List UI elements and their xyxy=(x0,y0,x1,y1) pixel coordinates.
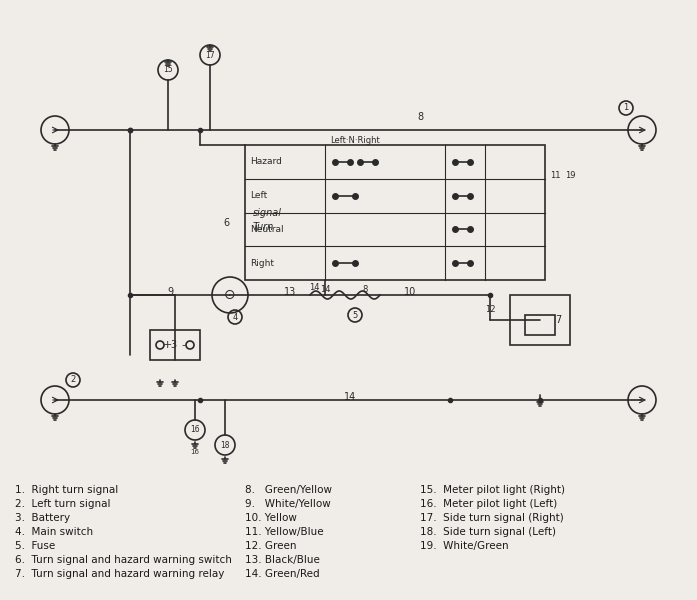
Text: 9: 9 xyxy=(167,287,173,297)
Text: 7.  Turn signal and hazard warning relay: 7. Turn signal and hazard warning relay xyxy=(15,569,224,579)
Text: Right: Right xyxy=(250,259,274,268)
Bar xyxy=(525,315,555,335)
Text: 15.  Meter pilot light (Right): 15. Meter pilot light (Right) xyxy=(420,485,565,495)
Text: 17: 17 xyxy=(205,50,215,59)
Bar xyxy=(150,330,200,360)
Text: 4.  Main switch: 4. Main switch xyxy=(15,527,93,537)
Text: 2.  Left turn signal: 2. Left turn signal xyxy=(15,499,111,509)
Bar xyxy=(245,145,545,280)
Text: 12: 12 xyxy=(484,305,496,314)
Text: Left·N·Right: Left·N·Right xyxy=(330,136,380,145)
Text: 8: 8 xyxy=(362,285,368,294)
Text: 11. Yellow/Blue: 11. Yellow/Blue xyxy=(245,527,323,537)
Text: 5: 5 xyxy=(353,311,358,319)
Text: 7: 7 xyxy=(555,315,561,325)
Text: ⊙: ⊙ xyxy=(224,288,236,302)
Text: Neutral: Neutral xyxy=(250,225,284,234)
Text: 15: 15 xyxy=(163,65,173,74)
Text: 14. Green/Red: 14. Green/Red xyxy=(245,569,320,579)
Text: Turn: Turn xyxy=(253,223,274,232)
Text: 11: 11 xyxy=(550,170,560,179)
Text: 6: 6 xyxy=(224,217,230,227)
Text: 16.  Meter pilot light (Left): 16. Meter pilot light (Left) xyxy=(420,499,557,509)
Text: 18: 18 xyxy=(220,440,230,449)
Text: 14: 14 xyxy=(309,283,320,292)
Text: signal: signal xyxy=(253,208,282,217)
Text: 9.   White/Yellow: 9. White/Yellow xyxy=(245,499,331,509)
Text: Hazard: Hazard xyxy=(250,157,282,166)
Text: 13. Black/Blue: 13. Black/Blue xyxy=(245,555,320,565)
Text: 1: 1 xyxy=(623,103,629,113)
Text: 6.  Turn signal and hazard warning switch: 6. Turn signal and hazard warning switch xyxy=(15,555,232,565)
Text: 8.   Green/Yellow: 8. Green/Yellow xyxy=(245,485,332,495)
Text: -: - xyxy=(181,340,185,350)
Text: 16: 16 xyxy=(190,449,199,455)
Bar xyxy=(510,295,570,345)
Text: Left: Left xyxy=(250,191,267,200)
Text: 10. Yellow: 10. Yellow xyxy=(245,513,297,523)
Text: 3.  Battery: 3. Battery xyxy=(15,513,70,523)
Text: 14: 14 xyxy=(344,392,356,402)
Text: 5.  Fuse: 5. Fuse xyxy=(15,541,55,551)
Text: 16: 16 xyxy=(190,425,200,434)
Text: 19: 19 xyxy=(565,170,576,179)
Text: 14: 14 xyxy=(320,285,330,294)
Text: 13: 13 xyxy=(284,287,296,297)
Text: 17.  Side turn signal (Right): 17. Side turn signal (Right) xyxy=(420,513,564,523)
Text: 3: 3 xyxy=(170,340,176,350)
Text: 4: 4 xyxy=(232,313,238,322)
Text: 8: 8 xyxy=(417,112,423,122)
Text: 2: 2 xyxy=(70,376,76,385)
Text: 18.  Side turn signal (Left): 18. Side turn signal (Left) xyxy=(420,527,556,537)
Text: 1.  Right turn signal: 1. Right turn signal xyxy=(15,485,118,495)
Text: 12. Green: 12. Green xyxy=(245,541,296,551)
Text: 10: 10 xyxy=(404,287,416,297)
Text: +: + xyxy=(162,340,171,350)
Text: 19.  White/Green: 19. White/Green xyxy=(420,541,509,551)
